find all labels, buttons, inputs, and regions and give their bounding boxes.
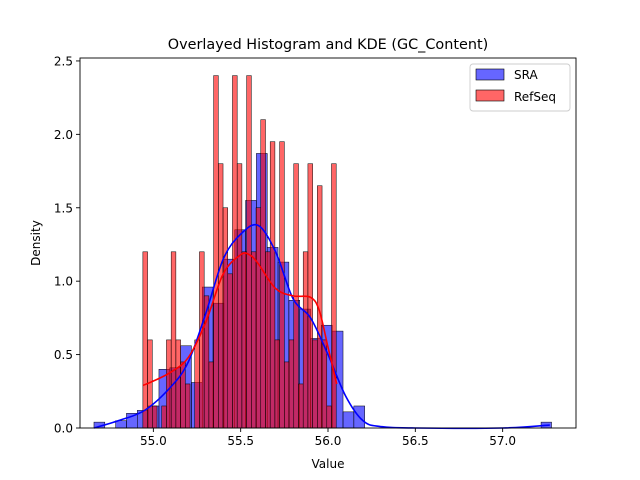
y-axis-label: Density <box>29 220 43 266</box>
x-tick-label: 55.5 <box>227 434 254 448</box>
refseq-bar <box>185 383 191 429</box>
refseq-bar <box>218 163 224 429</box>
refseq-bar <box>246 75 252 429</box>
x-axis-ticks: 55.0 55.5 56.0 56.5 57.0 <box>140 428 516 448</box>
refseq-bar <box>298 383 304 429</box>
refseq-bar <box>152 405 158 429</box>
refseq-bar <box>208 361 214 429</box>
kde-curves <box>93 223 550 430</box>
refseq-bar <box>213 75 219 429</box>
refseq-bar <box>199 251 205 429</box>
legend-swatch-refseq <box>475 89 505 102</box>
refseq-bar <box>251 251 257 429</box>
refseq-bar <box>326 405 332 429</box>
refseq-bar <box>302 251 309 429</box>
y-axis-ticks: 0.0 0.5 1.0 1.5 2.0 2.5 <box>54 54 80 436</box>
legend-label-refseq: RefSeq <box>514 90 556 104</box>
refseq-bar <box>312 339 318 429</box>
y-tick-label: 2.5 <box>54 54 73 68</box>
refseq-bar <box>274 339 280 429</box>
y-tick-label: 1.5 <box>54 201 73 215</box>
x-tick-label: 57.0 <box>489 434 516 448</box>
refseq-bar <box>170 251 177 429</box>
refseq-bar <box>241 251 247 429</box>
refseq-bar <box>255 207 262 429</box>
refseq-bar <box>222 207 229 429</box>
refseq-bar <box>279 141 285 429</box>
y-tick-label: 2.0 <box>54 128 73 142</box>
refseq-bar <box>236 163 243 429</box>
refseq-bar <box>227 273 233 429</box>
x-tick-label: 56.5 <box>402 434 429 448</box>
legend-label-sra: SRA <box>514 68 538 82</box>
x-tick-label: 56.0 <box>315 434 342 448</box>
refseq-bar <box>288 339 295 429</box>
x-axis-label: Value <box>312 457 345 471</box>
refseq-bar <box>321 339 328 429</box>
sra-kde-line <box>93 223 550 430</box>
legend: SRA RefSeq <box>469 63 571 112</box>
y-tick-label: 1.0 <box>54 275 73 289</box>
sra-bar <box>342 411 355 429</box>
refseq-bar <box>175 339 181 429</box>
refseq-kde-line <box>142 252 338 387</box>
y-tick-label: 0.5 <box>54 348 73 362</box>
refseq-bar <box>161 405 167 429</box>
refseq-bar <box>331 163 337 429</box>
refseq-bar <box>232 75 238 429</box>
refseq-bar <box>166 339 172 429</box>
refseq-bar <box>194 339 200 429</box>
legend-swatch-sra <box>475 68 505 81</box>
refseq-bar <box>284 361 290 429</box>
refseq-bar <box>142 251 148 429</box>
chart-title: Overlayed Histogram and KDE (GC_Content) <box>168 37 488 53</box>
x-tick-label: 55.0 <box>140 434 167 448</box>
y-tick-label: 0.0 <box>54 422 73 436</box>
